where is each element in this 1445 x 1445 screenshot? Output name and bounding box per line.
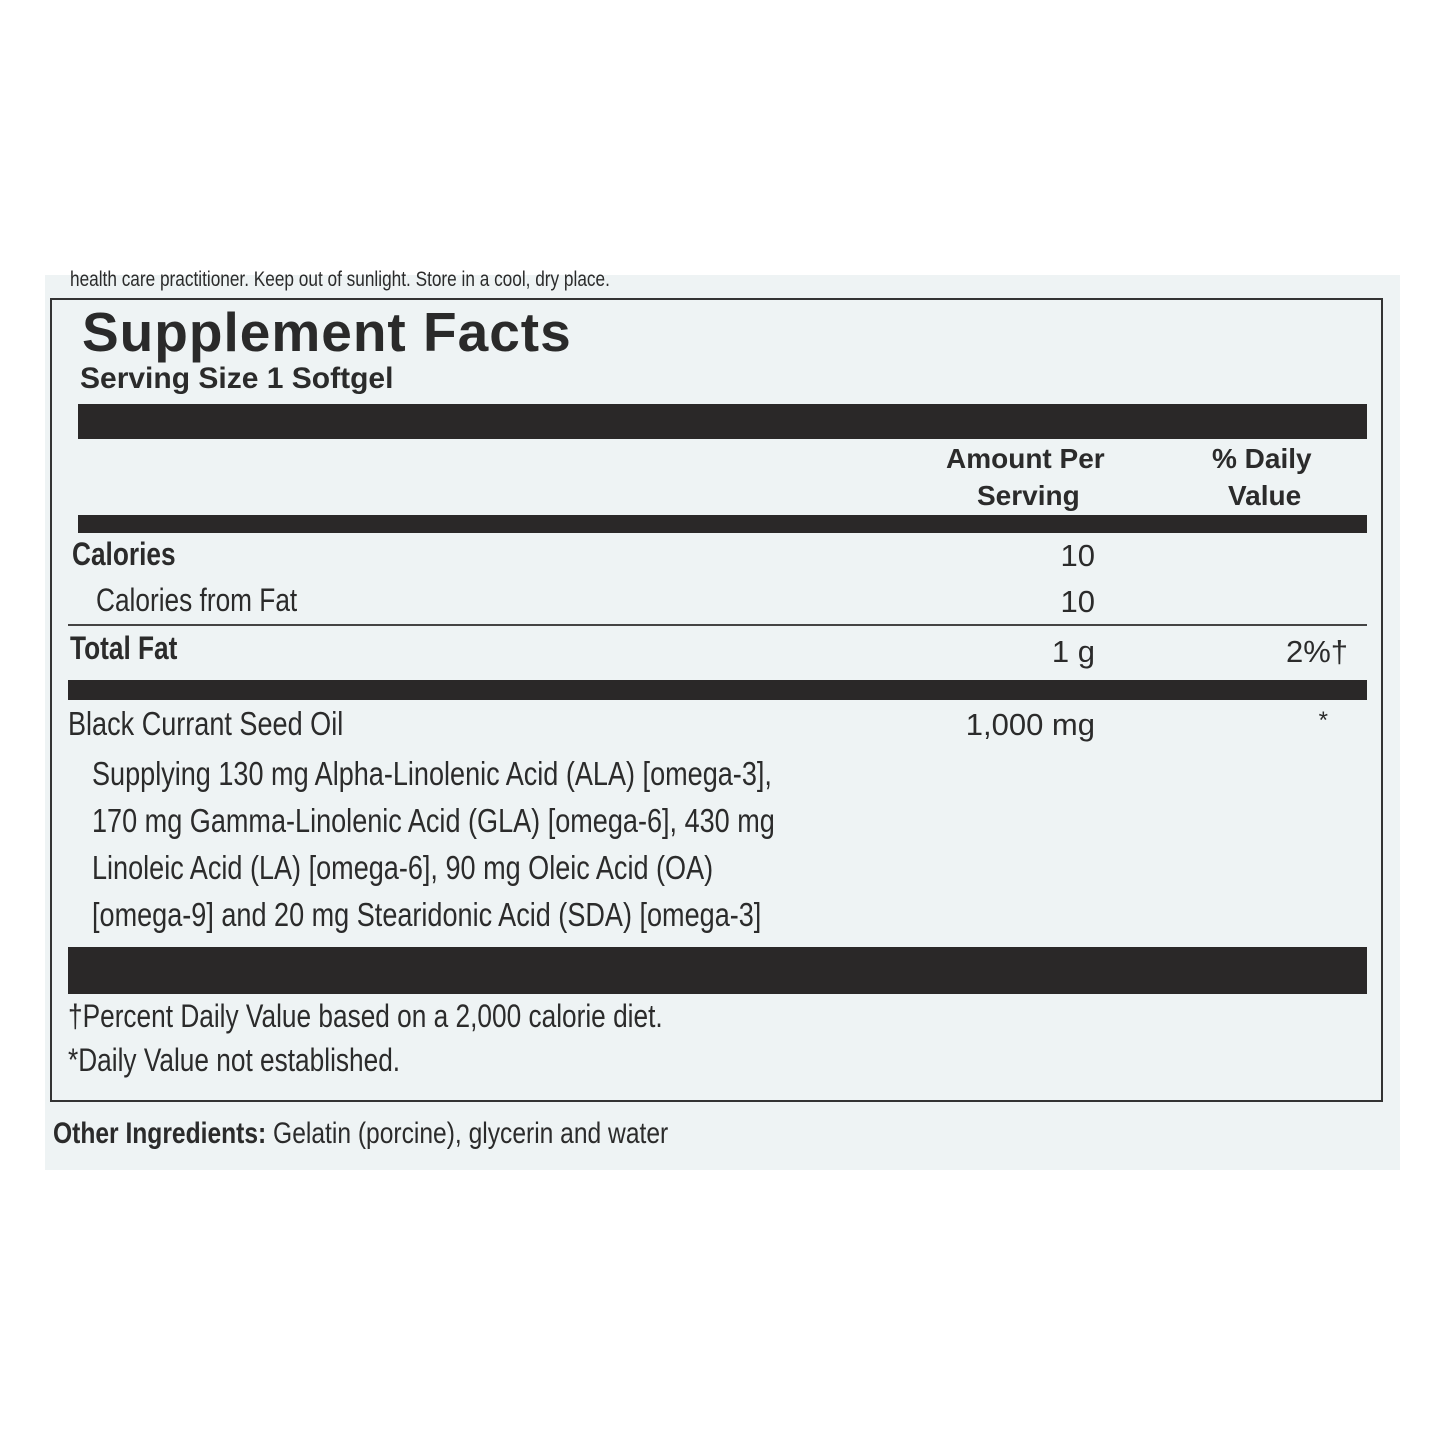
divider-bar <box>78 404 1367 439</box>
warning-text: health care practitioner. Keep out of su… <box>70 268 610 291</box>
supplying-line: Supplying 130 mg Alpha-Linolenic Acid (A… <box>92 755 772 792</box>
divider-line <box>68 624 1367 626</box>
row-amount: 10 <box>1060 584 1095 619</box>
row-dv: * <box>1318 707 1328 734</box>
row-name: Calories <box>72 536 176 572</box>
footnote: †Percent Daily Value based on a 2,000 ca… <box>68 998 663 1034</box>
header-amount-2: Serving <box>977 480 1080 511</box>
row-amount: 1 g <box>1051 634 1095 669</box>
supplying-line: [omega-9] and 20 mg Stearidonic Acid (SD… <box>92 896 762 933</box>
other-ingredients-text: Gelatin (porcine), glycerin and water <box>266 1117 669 1150</box>
title: Supplement Facts <box>82 301 572 363</box>
header-amount-1: Amount Per <box>946 443 1105 474</box>
supplement-facts-box <box>50 298 1383 1102</box>
row-name: Black Currant Seed Oil <box>68 705 344 742</box>
divider-bar <box>68 680 1367 700</box>
row-name: Total Fat <box>70 630 178 666</box>
divider-bar <box>68 947 1367 994</box>
row-amount: 10 <box>1060 538 1095 573</box>
header-dv-2: Value <box>1228 480 1302 511</box>
row-amount: 1,000 mg <box>965 707 1095 742</box>
row-dv: 2%† <box>1285 634 1348 669</box>
other-ingredients-label: Other Ingredients: <box>53 1117 267 1150</box>
supplying-line: Linoleic Acid (LA) [omega-6], 90 mg Olei… <box>92 849 714 886</box>
serving-size: Serving Size 1 Softgel <box>80 362 394 395</box>
header-dv-1: % Daily <box>1212 443 1312 474</box>
supplying-line: 170 mg Gamma-Linolenic Acid (GLA) [omega… <box>92 802 775 839</box>
footnote: *Daily Value not established. <box>68 1042 401 1078</box>
row-name: Calories from Fat <box>96 582 298 618</box>
other-ingredients: Other Ingredients: Gelatin (porcine), gl… <box>53 1117 668 1151</box>
divider-bar <box>78 515 1367 533</box>
